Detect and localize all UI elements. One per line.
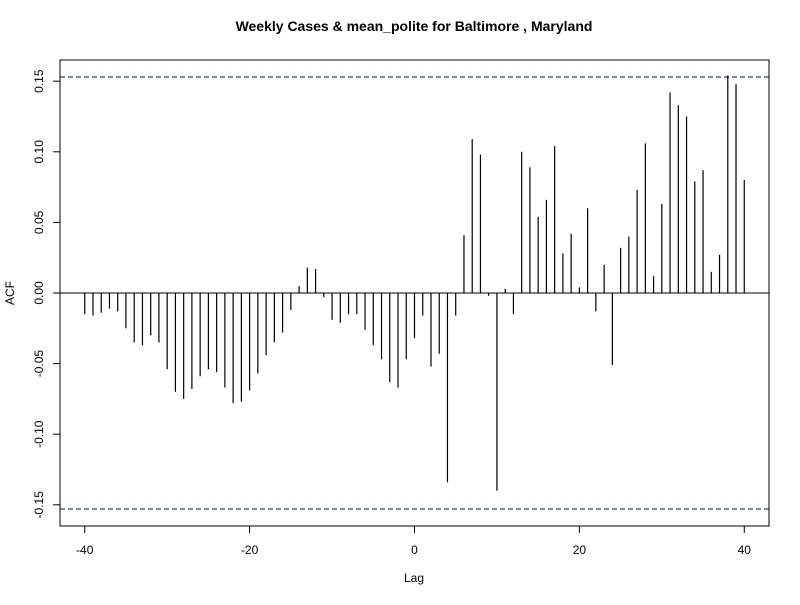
x-tick-label: -40 bbox=[76, 543, 94, 557]
x-tick-label: 0 bbox=[411, 543, 418, 557]
y-tick-label: -0.05 bbox=[32, 350, 46, 378]
x-tick-label: 40 bbox=[738, 543, 752, 557]
chart-title: Weekly Cases & mean_polite for Baltimore… bbox=[236, 18, 593, 34]
x-tick-label: -20 bbox=[241, 543, 259, 557]
y-axis: -0.15 -0.10 -0.05 0.00 0.05 0.10 0.15 bbox=[32, 69, 60, 518]
y-tick-label: 0.15 bbox=[32, 69, 46, 93]
y-tick-label: 0.05 bbox=[32, 210, 46, 234]
x-axis: -40 -20 0 20 40 bbox=[76, 526, 751, 557]
y-tick-label: -0.10 bbox=[32, 420, 46, 448]
y-tick-label: 0.10 bbox=[32, 140, 46, 164]
y-axis-label: ACF bbox=[3, 281, 17, 305]
x-axis-label: Lag bbox=[404, 571, 424, 585]
y-tick-label: -0.15 bbox=[32, 491, 46, 519]
y-tick-label: 0.00 bbox=[32, 281, 46, 305]
x-tick-label: 20 bbox=[573, 543, 587, 557]
acf-bars bbox=[84, 75, 745, 491]
